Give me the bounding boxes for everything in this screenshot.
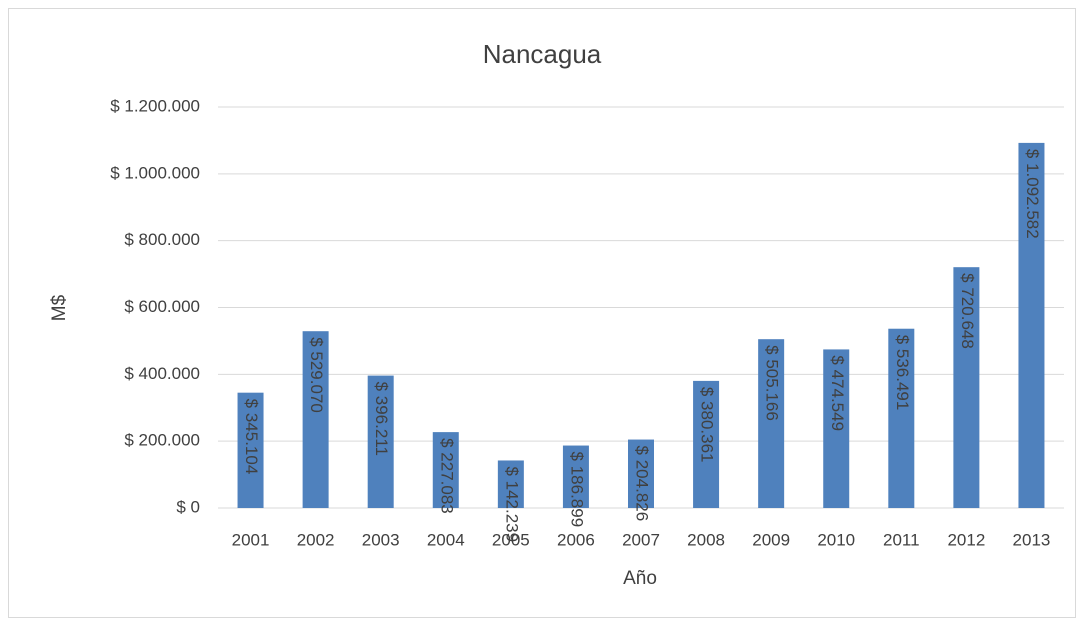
y-tick-label: $ 1.000.000 bbox=[110, 163, 200, 182]
bar bbox=[302, 331, 329, 508]
x-tick-label: 2002 bbox=[297, 530, 335, 549]
value-label: $ 227.083 bbox=[437, 438, 456, 514]
bar bbox=[237, 392, 264, 508]
value-label: $ 142.239 bbox=[502, 466, 521, 542]
y-tick-label: $ 0 bbox=[176, 497, 200, 516]
bar bbox=[823, 349, 850, 508]
bar bbox=[693, 380, 720, 508]
value-label: $ 720.648 bbox=[958, 273, 977, 349]
y-tick-label: $ 200.000 bbox=[124, 431, 200, 450]
value-label: $ 345.104 bbox=[242, 399, 261, 475]
value-label: $ 396.211 bbox=[372, 382, 391, 456]
value-label: $ 204.826 bbox=[633, 446, 652, 522]
value-label: $ 1.092.582 bbox=[1023, 149, 1042, 239]
y-tick-label: $ 1.200.000 bbox=[110, 96, 200, 115]
chart-title: Nancagua bbox=[483, 39, 602, 69]
x-tick-label: 2003 bbox=[362, 530, 400, 549]
y-tick-label: $ 600.000 bbox=[124, 297, 200, 316]
x-tick-label: 2007 bbox=[622, 530, 660, 549]
value-label: $ 474.549 bbox=[828, 355, 847, 431]
x-tick-label: 2012 bbox=[947, 530, 985, 549]
value-label: $ 529.070 bbox=[307, 337, 326, 413]
y-axis-title: M$ bbox=[49, 294, 70, 321]
chart-border bbox=[8, 8, 1076, 618]
x-tick-label: 2011 bbox=[883, 530, 920, 549]
bar bbox=[628, 439, 654, 508]
x-tick-label: 2008 bbox=[687, 530, 725, 549]
x-tick-label: 2006 bbox=[557, 530, 595, 549]
x-axis-title: Año bbox=[623, 568, 657, 589]
x-tick-label: 2009 bbox=[752, 530, 790, 549]
bar bbox=[953, 267, 980, 508]
y-tick-label: $ 400.000 bbox=[124, 364, 200, 383]
x-tick-label: 2013 bbox=[1013, 530, 1051, 549]
x-tick-label: 2001 bbox=[232, 530, 270, 549]
value-label: $ 380.361 bbox=[698, 387, 717, 463]
bar bbox=[497, 460, 524, 508]
bar bbox=[367, 375, 394, 508]
bar bbox=[1018, 142, 1045, 508]
y-tick-label: $ 800.000 bbox=[124, 230, 200, 249]
x-tick-label: 2004 bbox=[427, 530, 465, 549]
bar bbox=[888, 328, 915, 508]
bar bbox=[758, 339, 785, 508]
value-label: $ 186.899 bbox=[567, 452, 586, 528]
x-tick-label: 2010 bbox=[817, 530, 855, 549]
value-label: $ 505.166 bbox=[763, 345, 782, 421]
bar bbox=[562, 445, 589, 508]
x-tick-label: 2005 bbox=[492, 530, 530, 549]
value-label: $ 536.491 bbox=[893, 335, 912, 411]
bar bbox=[432, 432, 459, 508]
